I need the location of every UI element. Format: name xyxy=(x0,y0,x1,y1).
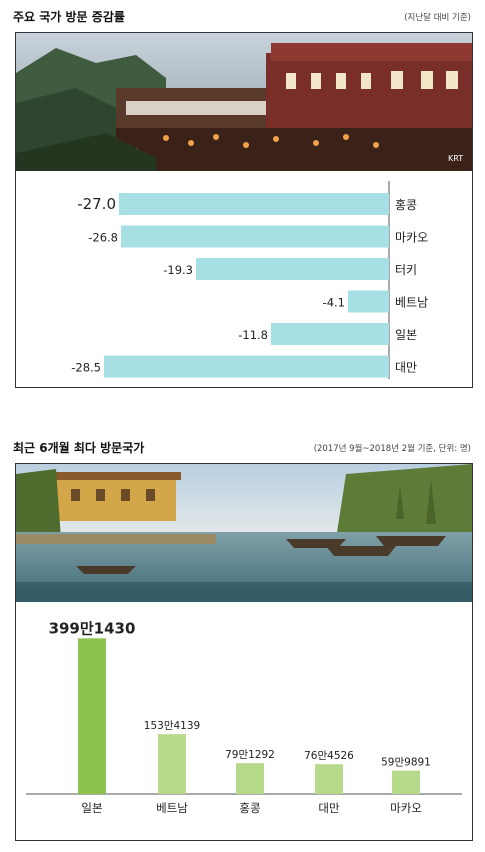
category-label-대만: 대만 xyxy=(395,361,417,375)
bar-홍콩 xyxy=(119,193,389,215)
category-label-홍콩: 홍콩 xyxy=(395,198,417,212)
value-label-마카오: -26.8 xyxy=(88,231,118,245)
bar-터키 xyxy=(196,258,389,280)
bar-마카오 xyxy=(121,225,389,248)
section1-panel: KRT -27.0 홍콩 -26.8 마카오 -19.3 터키 -4.1 베트남 -11.8 일본… xyxy=(15,32,473,388)
section1-note: (지난달 대비 기준) xyxy=(404,13,471,23)
category-label-마카오: 마카오 xyxy=(390,801,422,815)
bar-일본 xyxy=(271,323,389,345)
value-label-베트남: 153만4139 xyxy=(144,720,200,732)
top-visit-country-bar-chart: 399만1430 일본 153만4139 베트남 79만1292 홍콩 76만4526 대만 5… xyxy=(26,619,462,815)
town-on-hillside-night-photo: KRT xyxy=(16,33,472,171)
category-label-일본: 일본 xyxy=(395,328,417,342)
value-label-마카오: 59만9891 xyxy=(381,757,431,769)
section2-panel: 399만1430 일본 153만4139 베트남 79만1292 홍콩 76만4526 대만 5… xyxy=(15,463,473,841)
bar-일본 xyxy=(78,638,106,794)
category-label-일본: 일본 xyxy=(81,801,102,815)
value-label-베트남: -4.1 xyxy=(323,296,345,310)
section1-title: 주요 국가 방문 증감률 xyxy=(13,10,125,24)
value-label-일본: -11.8 xyxy=(238,328,268,342)
bar-베트남 xyxy=(158,734,186,794)
bar-대만 xyxy=(104,355,389,378)
bar-대만 xyxy=(315,764,343,794)
photo-credit: KRT xyxy=(448,154,463,163)
river-with-boats-photo xyxy=(16,464,472,602)
value-label-대만: 76만4526 xyxy=(304,750,354,762)
section2-note: (2017년 9월~2018년 2월 기준, 단위: 명) xyxy=(313,444,471,454)
category-label-베트남: 베트남 xyxy=(395,296,428,310)
value-label-터키: -19.3 xyxy=(163,263,193,277)
category-label-터키: 터키 xyxy=(395,263,417,277)
category-label-홍콩: 홍콩 xyxy=(239,801,260,815)
category-label-대만: 대만 xyxy=(318,801,340,815)
value-label-일본: 399만1430 xyxy=(49,619,136,637)
bar-베트남 xyxy=(348,290,389,313)
section2-title: 최근 6개월 최다 방문국가 xyxy=(13,441,145,455)
value-label-대만: -28.5 xyxy=(71,361,101,375)
value-label-홍콩: 79만1292 xyxy=(225,749,275,761)
category-label-베트남: 베트남 xyxy=(156,801,188,815)
value-label-홍콩: -27.0 xyxy=(77,195,116,213)
visit-change-bar-chart: -27.0 홍콩 -26.8 마카오 -19.3 터키 -4.1 베트남 -11.8 일본 -28.… xyxy=(71,181,428,379)
bar-마카오 xyxy=(392,770,420,794)
category-label-마카오: 마카오 xyxy=(395,231,428,245)
bar-홍콩 xyxy=(236,763,264,794)
